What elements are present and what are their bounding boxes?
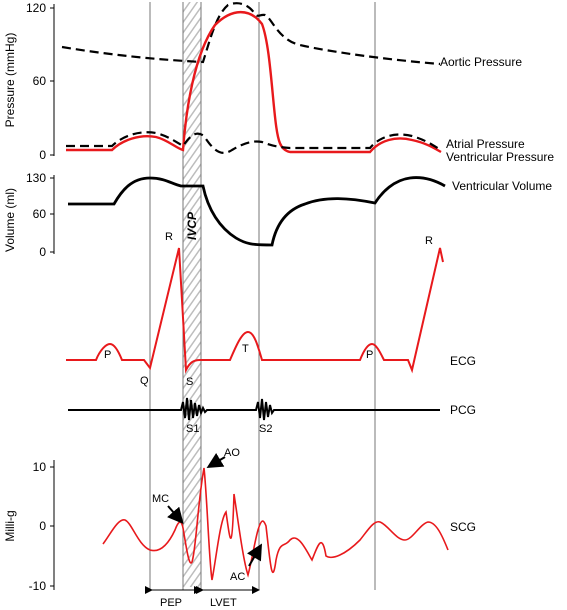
ecg-wave-t: T <box>242 343 249 355</box>
ecg-wave-p1: P <box>104 349 111 361</box>
volume-tick-130: 130 <box>26 171 46 185</box>
ao-arrow <box>206 452 226 469</box>
ventricular-pressure-label: Ventricular Pressure <box>446 150 554 164</box>
pcg-s2-label: S2 <box>259 423 272 435</box>
lvet-label: LVET <box>210 597 237 609</box>
ao-label: AO <box>224 447 240 459</box>
pressure-tick-60: 60 <box>33 74 47 88</box>
mc-arrow <box>167 505 184 525</box>
pressure-tick-0: 0 <box>39 148 46 162</box>
ivcp-band <box>183 2 201 587</box>
aortic-pressure-label: Aortic Pressure <box>440 55 522 69</box>
scg-tick-minus-10: -10 <box>29 579 47 593</box>
mc-label: MC <box>152 493 169 505</box>
pcg-label: PCG <box>450 403 476 417</box>
scg-label: SCG <box>450 520 476 534</box>
scg-axis-label: Milli-g <box>3 510 17 541</box>
ecg-wave-p2: P <box>366 349 373 361</box>
volume-tick-60: 60 <box>33 207 47 221</box>
ecg-label: ECG <box>450 354 476 368</box>
scg-trace <box>102 467 449 581</box>
scg-tick-10: 10 <box>33 460 47 474</box>
pcg-trace <box>68 397 440 421</box>
pcg-panel: S1 S2 PCG <box>68 397 476 435</box>
volume-tick-0: 0 <box>39 245 46 259</box>
scg-tick-0: 0 <box>39 519 46 533</box>
ac-arrow <box>247 543 263 567</box>
ac-label: AC <box>230 571 245 583</box>
pcg-s1-label: S1 <box>186 423 199 435</box>
ventricular-volume-label: Ventricular Volume <box>452 179 552 193</box>
pep-label: PEP <box>160 597 182 609</box>
ivcp-label: IVCP <box>185 211 199 240</box>
ecg-wave-r1: R <box>165 231 173 243</box>
pressure-tick-120: 120 <box>26 1 46 15</box>
atrial-pressure-curve <box>66 131 442 154</box>
atrial-pressure-label: Atrial Pressure <box>446 137 525 151</box>
aortic-pressure-curve <box>61 2 441 66</box>
ventricular-volume-curve <box>68 176 446 247</box>
ecg-wave-r2: R <box>425 235 433 247</box>
ecg-panel: P Q R S T P R ECG <box>66 231 476 388</box>
volume-panel: 130 60 0 Volume (ml) Ventricular Volume <box>3 171 552 259</box>
ventricular-pressure-curve <box>66 10 442 154</box>
ecg-wave-q: Q <box>140 375 149 387</box>
interval-markers: PEP LVET <box>145 586 260 609</box>
ecg-trace <box>66 247 444 374</box>
pressure-axis-label: Pressure (mmHg) <box>3 33 17 128</box>
volume-axis-label: Volume (ml) <box>3 188 17 252</box>
pressure-panel: 120 60 0 Pressure (mmHg) Aortic Pressure… <box>3 1 554 164</box>
ecg-wave-s: S <box>186 376 193 388</box>
scg-panel: 10 0 -10 Milli-g MC AO AC SCG <box>3 447 476 593</box>
